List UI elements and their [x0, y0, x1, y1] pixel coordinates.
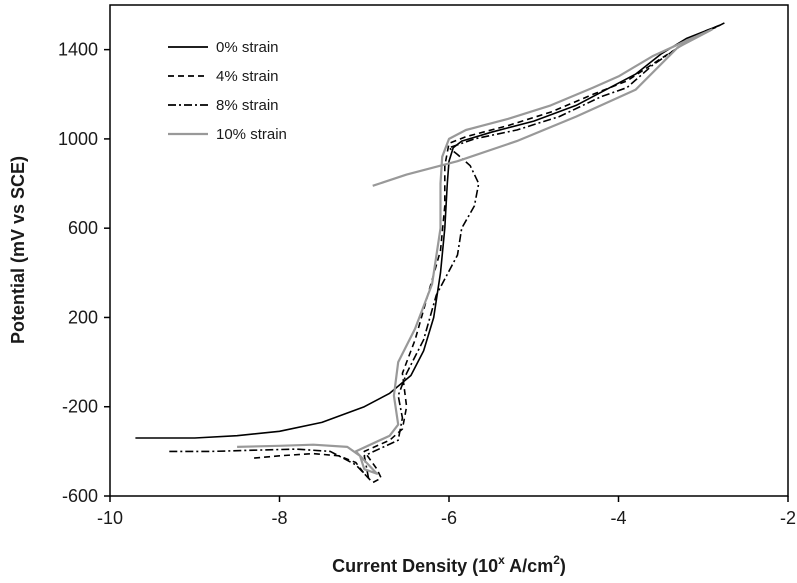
y-tick-label: 200 — [68, 307, 98, 327]
y-tick-label: 1400 — [58, 40, 98, 60]
x-axis-title-exponent: x — [498, 553, 505, 567]
x-axis-title-close: ) — [560, 556, 566, 576]
y-tick-label: 1000 — [58, 129, 98, 149]
series-line-3 — [169, 26, 717, 479]
x-axis-title-unit: A/cm — [505, 556, 553, 576]
x-tick-label: -2 — [780, 508, 796, 528]
y-tick-label: 600 — [68, 218, 98, 238]
x-axis-title-unit-exponent: 2 — [553, 553, 560, 567]
x-tick-label: -6 — [441, 508, 457, 528]
series-line-1 — [135, 22, 725, 439]
legend-label: 4% strain — [216, 68, 279, 85]
x-tick-label: -8 — [271, 508, 287, 528]
legend: 0% strain 4% strain 8% strain 10% strain — [168, 39, 287, 143]
legend-label: 8% strain — [216, 97, 279, 114]
x-axis-title: Current Density (10x A/cm2) — [332, 553, 566, 576]
x-axis-title-main: Current Density (10 — [332, 556, 498, 576]
axes-layer: -10 -8 -6 -4 -2 -600 -200 200 600 1000 1400 — [58, 40, 796, 528]
y-tick-label: -600 — [62, 486, 98, 506]
legend-label: 10% strain — [216, 126, 287, 143]
x-tick-label: -4 — [610, 508, 626, 528]
series-line-4 — [237, 28, 713, 475]
plot-area — [109, 4, 789, 497]
y-tick-label: -200 — [62, 397, 98, 417]
series-layer — [135, 22, 725, 484]
y-axis-title: Potential (mV vs SCE) — [8, 156, 28, 344]
x-tick-label: -10 — [97, 508, 123, 528]
legend-label: 0% strain — [216, 39, 279, 56]
